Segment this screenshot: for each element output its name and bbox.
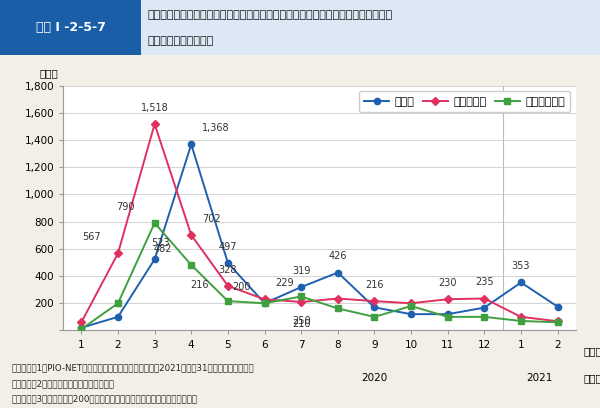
旅行代理業 <box>224 284 232 288</box>
結婚式 <box>334 270 341 275</box>
Text: 「結婚式」、「旅行代理業」、「航空サービス」の消費生活相談件数の推移（新型: 「結婚式」、「旅行代理業」、「航空サービス」の消費生活相談件数の推移（新型 <box>147 11 392 20</box>
Text: 482: 482 <box>154 244 172 254</box>
航空サービス <box>407 304 415 308</box>
Text: 229: 229 <box>275 278 294 288</box>
Bar <box>0 0 141 55</box>
旅行代理業 <box>517 315 524 319</box>
結婚式 <box>115 315 122 319</box>
Text: （月）: （月） <box>583 346 600 357</box>
結婚式 <box>481 305 488 310</box>
旅行代理業 <box>444 297 451 302</box>
Text: 250: 250 <box>292 316 310 326</box>
航空サービス <box>78 327 85 332</box>
旅行代理業 <box>481 296 488 301</box>
Text: （備考）　1．PIO-NETに登録された消費生活相談情報（2021年３月31日までの登録分）。: （備考） 1．PIO-NETに登録された消費生活相談情報（2021年３月31日ま… <box>12 363 254 372</box>
結婚式 <box>298 285 305 290</box>
Text: 523: 523 <box>151 238 169 248</box>
結婚式 <box>78 325 85 330</box>
Text: 230: 230 <box>439 278 457 288</box>
Text: 2020: 2020 <box>361 373 388 383</box>
Line: 結婚式: 結婚式 <box>78 141 561 331</box>
旅行代理業 <box>151 122 158 126</box>
結婚式 <box>188 142 195 147</box>
航空サービス <box>188 262 195 267</box>
Text: 210: 210 <box>292 319 310 328</box>
Text: 790: 790 <box>116 202 135 212</box>
Text: 426: 426 <box>329 251 347 262</box>
旅行代理業 <box>298 299 305 304</box>
Text: 2．「新型コロナ関連」の相談。: 2．「新型コロナ関連」の相談。 <box>12 379 115 388</box>
航空サービス <box>371 315 378 319</box>
航空サービス <box>115 301 122 306</box>
結婚式 <box>261 301 268 306</box>
旅行代理業 <box>334 296 341 301</box>
Text: コロナウイルス関連）: コロナウイルス関連） <box>147 36 213 46</box>
Text: 1,368: 1,368 <box>202 123 230 133</box>
結婚式 <box>554 304 561 309</box>
旅行代理業 <box>407 301 415 306</box>
結婚式 <box>371 305 378 310</box>
Text: 702: 702 <box>202 214 221 224</box>
Text: 497: 497 <box>218 242 237 252</box>
旅行代理業 <box>261 297 268 302</box>
Text: 1,518: 1,518 <box>141 103 169 113</box>
Bar <box>141 0 600 55</box>
Text: 328: 328 <box>218 265 237 275</box>
旅行代理業 <box>188 233 195 237</box>
結婚式 <box>517 280 524 285</box>
結婚式 <box>407 312 415 317</box>
結婚式 <box>224 260 232 265</box>
Text: （件）: （件） <box>39 68 58 78</box>
Text: 353: 353 <box>512 262 530 271</box>
Line: 旅行代理業: 旅行代理業 <box>78 121 561 326</box>
Text: （年）: （年） <box>583 373 600 383</box>
旅行代理業 <box>554 319 561 324</box>
Legend: 結婚式, 旅行代理業, 航空サービス: 結婚式, 旅行代理業, 航空サービス <box>359 91 571 112</box>
結婚式 <box>151 257 158 262</box>
Text: 319: 319 <box>292 266 310 276</box>
Text: 216: 216 <box>365 280 384 290</box>
Text: 2021: 2021 <box>526 373 553 383</box>
航空サービス <box>298 294 305 299</box>
結婚式 <box>444 312 451 317</box>
Text: 200: 200 <box>232 282 251 292</box>
Text: 図表 I -2-5-7: 図表 I -2-5-7 <box>35 21 106 34</box>
旅行代理業 <box>115 251 122 256</box>
航空サービス <box>261 301 268 306</box>
航空サービス <box>554 320 561 325</box>
旅行代理業 <box>78 320 85 325</box>
航空サービス <box>481 315 488 319</box>
Text: 3．相談件数が200件未満の月はグラフに件数を表示していない。: 3．相談件数が200件未満の月はグラフに件数を表示していない。 <box>12 395 198 404</box>
航空サービス <box>151 221 158 226</box>
旅行代理業 <box>371 299 378 304</box>
Text: 216: 216 <box>190 280 208 290</box>
航空サービス <box>517 319 524 324</box>
Text: 567: 567 <box>83 232 101 242</box>
航空サービス <box>334 306 341 311</box>
Line: 航空サービス: 航空サービス <box>78 220 561 332</box>
Text: 235: 235 <box>475 277 494 287</box>
航空サービス <box>444 315 451 319</box>
航空サービス <box>224 299 232 304</box>
